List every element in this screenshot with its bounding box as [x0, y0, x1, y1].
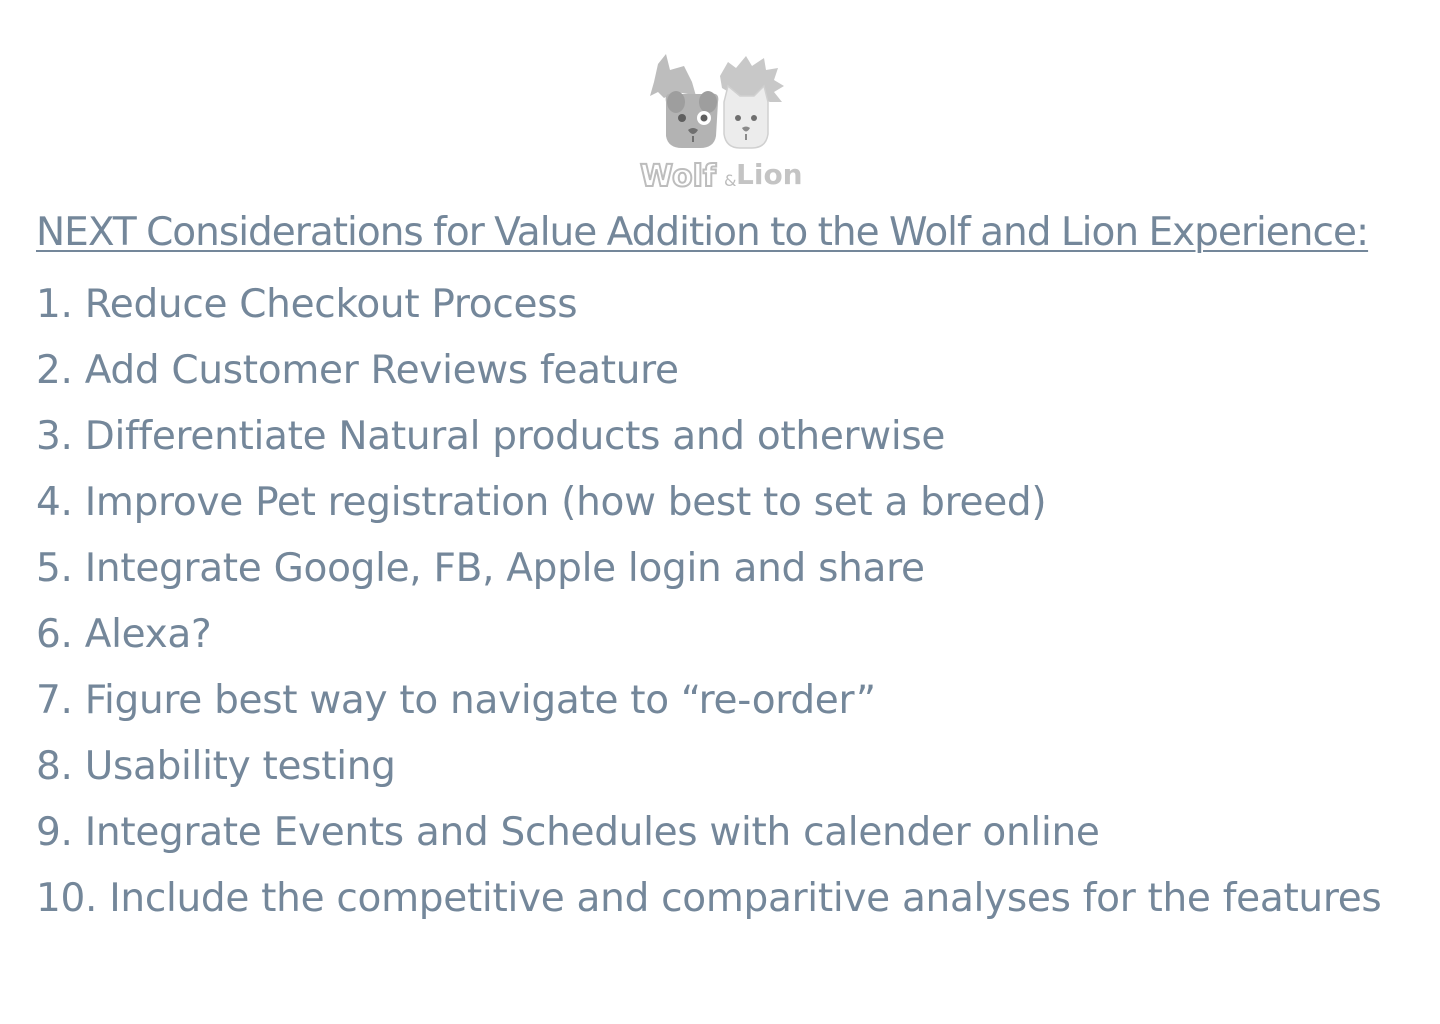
list-item: 9. Integrate Events and Schedules with c…: [36, 810, 1100, 855]
list-item: 6. Alexa?: [36, 612, 212, 657]
considerations-list: 1. Reduce Checkout Process 2. Add Custom…: [36, 272, 1382, 932]
logo-wordmark-amp: &: [724, 171, 736, 190]
list-item: 3. Differentiate Natural products and ot…: [36, 414, 946, 459]
list-item: 7. Figure best way to navigate to “re-or…: [36, 678, 876, 723]
wolf-and-lion-logo: Wolf & Lion: [636, 52, 804, 196]
logo-wordmark-left: Wolf: [640, 159, 717, 194]
list-item: 4. Improve Pet registration (how best to…: [36, 480, 1047, 525]
list-item: 5. Integrate Google, FB, Apple login and…: [36, 546, 925, 591]
list-item: 10. Include the competitive and comparit…: [36, 876, 1382, 921]
logo-wordmark-right: Lion: [736, 158, 803, 191]
page-heading: NEXT Considerations for Value Addition t…: [36, 210, 1369, 255]
list-item: 2. Add Customer Reviews feature: [36, 348, 679, 393]
list-item: 1. Reduce Checkout Process: [36, 282, 578, 327]
list-item: 8. Usability testing: [36, 744, 396, 789]
